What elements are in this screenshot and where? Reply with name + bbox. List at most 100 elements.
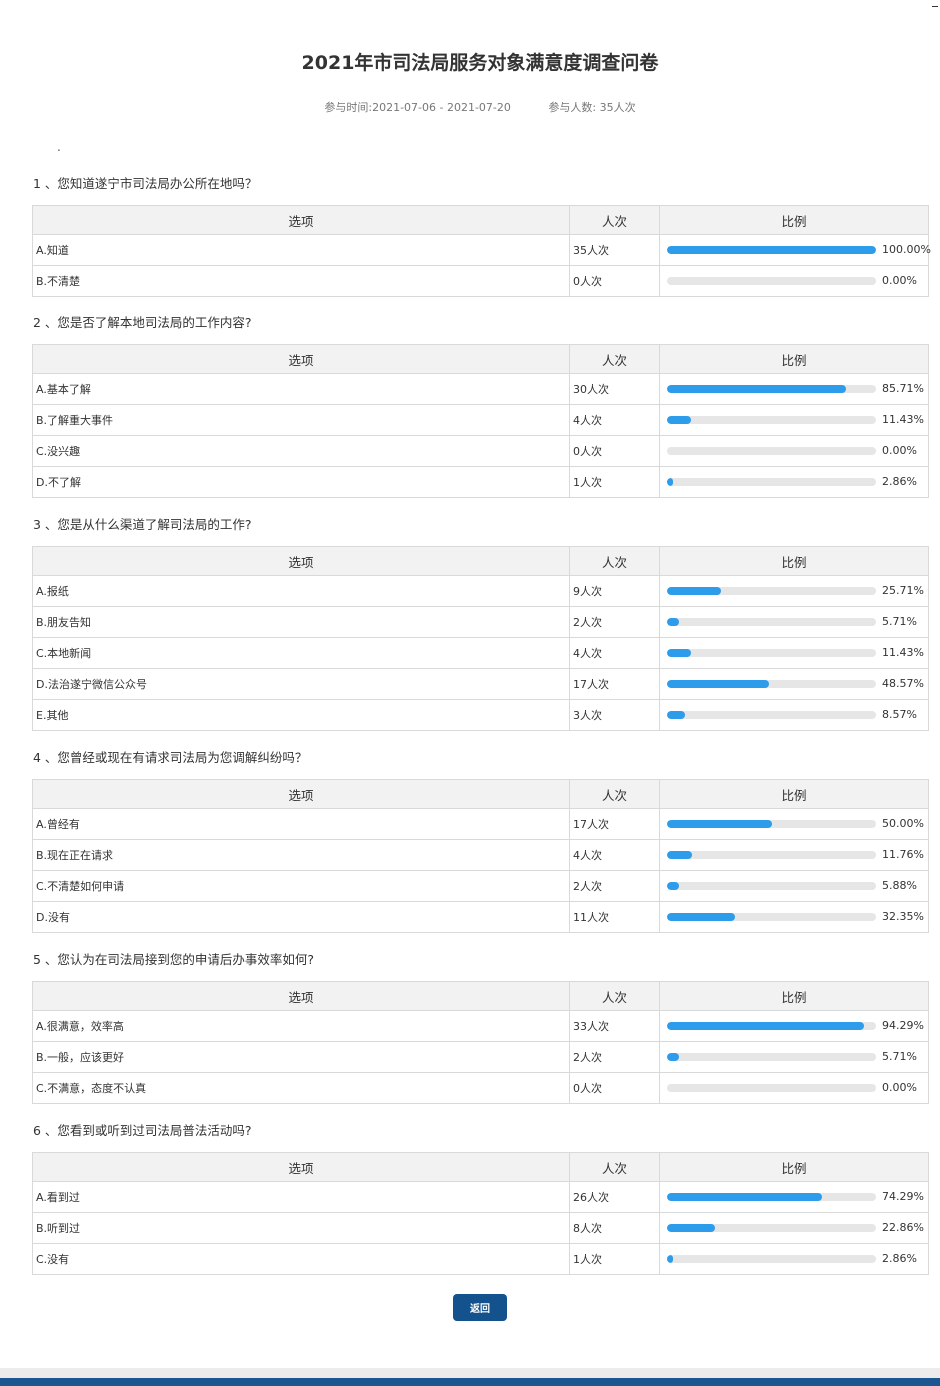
column-header-count: 人次 [569, 1152, 660, 1182]
column-header-ratio: 比例 [659, 1152, 929, 1182]
progress-fill [667, 587, 721, 595]
option-label: C.没兴趣 [32, 435, 570, 467]
footer-bar [0, 1378, 940, 1386]
table-row: E.其他 3人次 8.57% [32, 699, 929, 731]
percent-text: 48.57% [882, 677, 924, 690]
table-row: A.知道 35人次 100.00% [32, 234, 931, 266]
ratio-cell: 32.35% [659, 901, 929, 933]
column-header-count: 人次 [569, 546, 660, 576]
column-header-option: 选项 [32, 546, 570, 576]
percent-text: 0.00% [882, 444, 917, 457]
column-header-count: 人次 [569, 981, 660, 1011]
table-row: A.报纸 9人次 25.71% [32, 575, 929, 607]
table-row: A.曾经有 17人次 50.00% [32, 808, 929, 840]
column-header-option: 选项 [32, 344, 570, 374]
progress-fill [667, 649, 691, 657]
option-count: 33人次 [569, 1010, 660, 1042]
progress-track [667, 882, 876, 890]
results-table: 选项 人次 比例 A.看到过 26人次 74.29% B.听到过 8人次 22.86% C.没有 1… [32, 1152, 929, 1275]
progress-fill [667, 1022, 865, 1030]
option-label: A.看到过 [32, 1181, 570, 1213]
table-row: B.了解重大事件 4人次 11.43% [32, 404, 929, 436]
column-header-ratio: 比例 [659, 981, 929, 1011]
results-table: 选项 人次 比例 A.报纸 9人次 25.71% B.朋友告知 2人次 5.71% C.本地新闻 4… [32, 546, 929, 731]
ratio-cell: 74.29% [659, 1181, 929, 1213]
ratio-cell: 48.57% [659, 668, 929, 700]
progress-track [667, 416, 876, 424]
ratio-cell: 8.57% [659, 699, 929, 731]
question-title: 1 、您知道遂宁市司法局办公所在地吗？ [33, 176, 258, 191]
intro-text: . [57, 140, 61, 154]
progress-fill [667, 478, 673, 486]
table-header-row: 选项 人次 比例 [32, 779, 929, 809]
ratio-cell: 11.43% [659, 404, 929, 436]
question-title: 3 、您是从什么渠道了解司法局的工作? [33, 517, 252, 532]
return-button[interactable]: 返回 [453, 1294, 507, 1321]
progress-track [667, 1224, 876, 1232]
table-row: B.现在正在请求 4人次 11.76% [32, 839, 929, 871]
percent-text: 11.76% [882, 848, 924, 861]
ratio-cell: 5.88% [659, 870, 929, 902]
table-row: C.不清楚如何申请 2人次 5.88% [32, 870, 929, 902]
progress-fill [667, 851, 692, 859]
question-title: 6 、您看到或听到过司法局普法活动吗? [33, 1123, 252, 1138]
percent-text: 5.88% [882, 879, 917, 892]
table-row: B.听到过 8人次 22.86% [32, 1212, 929, 1244]
table-header-row: 选项 人次 比例 [32, 546, 929, 576]
table-row: D.法治遂宁微信公众号 17人次 48.57% [32, 668, 929, 700]
ratio-cell: 85.71% [659, 373, 929, 405]
survey-meta: 参与时间:2021-07-06 - 2021-07-20 参与人数: 35人次 [0, 99, 940, 115]
question-1: 1 、您知道遂宁市司法局办公所在地吗？ 选项 人次 比例 A.知道 35人次 100.00%… [32, 176, 931, 297]
progress-fill [667, 820, 772, 828]
table-row: D.没有 11人次 32.35% [32, 901, 929, 933]
option-count: 17人次 [569, 668, 660, 700]
column-header-option: 选项 [32, 981, 570, 1011]
option-label: D.没有 [32, 901, 570, 933]
option-count: 4人次 [569, 404, 660, 436]
option-label: E.其他 [32, 699, 570, 731]
table-row: A.很满意，效率高 33人次 94.29% [32, 1010, 929, 1042]
progress-track [667, 1053, 876, 1061]
option-label: B.朋友告知 [32, 606, 570, 638]
question-6: 6 、您看到或听到过司法局普法活动吗? 选项 人次 比例 A.看到过 26人次 74.29%… [32, 1123, 929, 1275]
option-count: 9人次 [569, 575, 660, 607]
ratio-cell: 0.00% [659, 265, 929, 297]
question-5: 5 、您认为在司法局接到您的申请后办事效率如何? 选项 人次 比例 A.很满意，效率高 3… [32, 952, 929, 1104]
progress-track [667, 618, 876, 626]
progress-track [667, 711, 876, 719]
time-range: 参与时间:2021-07-06 - 2021-07-20 [324, 101, 511, 114]
option-count: 3人次 [569, 699, 660, 731]
option-count: 2人次 [569, 870, 660, 902]
option-count: 0人次 [569, 265, 660, 297]
option-label: B.一般，应该更好 [32, 1041, 570, 1073]
percent-text: 2.86% [882, 1252, 917, 1265]
progress-fill [667, 1053, 679, 1061]
question-3: 3 、您是从什么渠道了解司法局的工作? 选项 人次 比例 A.报纸 9人次 25.71% B.… [32, 517, 929, 731]
results-table: 选项 人次 比例 A.知道 35人次 100.00% B.不清楚 0人次 0.00% [32, 205, 931, 297]
progress-track [667, 1193, 876, 1201]
participant-count: 参与人数: 35人次 [548, 101, 636, 114]
question-title: 4 、您曾经或现在有请求司法局为您调解纠纷吗？ [33, 750, 308, 765]
percent-text: 85.71% [882, 382, 924, 395]
option-label: A.很满意，效率高 [32, 1010, 570, 1042]
option-count: 30人次 [569, 373, 660, 405]
option-count: 0人次 [569, 1072, 660, 1104]
percent-text: 32.35% [882, 910, 924, 923]
table-row: C.没有 1人次 2.86% [32, 1243, 929, 1275]
column-header-count: 人次 [569, 779, 660, 809]
column-header-option: 选项 [32, 779, 570, 809]
percent-text: 5.71% [882, 615, 917, 628]
column-header-ratio: 比例 [659, 779, 929, 809]
table-header-row: 选项 人次 比例 [32, 205, 929, 235]
progress-track [667, 913, 876, 921]
progress-fill [667, 1255, 673, 1263]
table-row: A.看到过 26人次 74.29% [32, 1181, 929, 1213]
column-header-count: 人次 [569, 205, 660, 235]
progress-track [667, 246, 876, 254]
percent-text: 2.86% [882, 475, 917, 488]
progress-fill [667, 680, 769, 688]
percent-text: 22.86% [882, 1221, 924, 1234]
ratio-cell: 5.71% [659, 1041, 929, 1073]
percent-text: 8.57% [882, 708, 917, 721]
table-row: A.基本了解 30人次 85.71% [32, 373, 929, 405]
